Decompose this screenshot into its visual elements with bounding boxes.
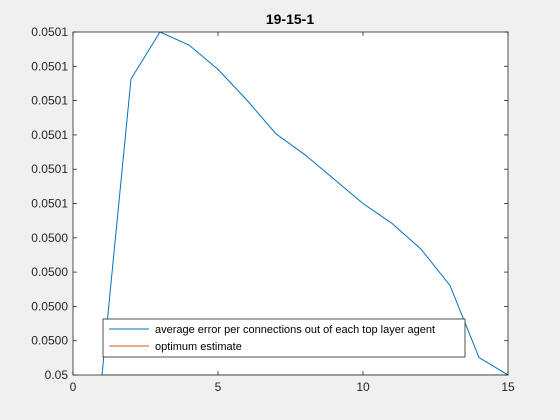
legend-label-average-error: average error per connections out of eac… — [155, 324, 435, 336]
y-tick-label: 0.05 — [45, 368, 69, 382]
y-tick-label: 0.0501 — [31, 94, 68, 108]
y-tick-label: 0.0501 — [31, 197, 68, 211]
plot-area — [73, 32, 508, 375]
y-tick-label: 0.0500 — [31, 299, 68, 313]
x-tick-label: 15 — [501, 380, 515, 394]
y-tick-label: 0.0500 — [31, 334, 68, 348]
x-tick-label: 0 — [70, 380, 77, 394]
y-tick-label: 0.0501 — [31, 128, 68, 142]
legend-box — [102, 318, 466, 358]
legend-label-optimum-estimate: optimum estimate — [155, 341, 242, 353]
y-tick-label: 0.0500 — [31, 231, 68, 245]
ticks-layer: 0 5 10 15 0.05 0.0500 0.0500 0.0500 0.0500 0.0501… — [31, 25, 515, 394]
y-tick-label: 0.0500 — [31, 265, 68, 279]
y-tick-label: 0.0501 — [31, 162, 68, 176]
chart-title: 19-15-1 — [266, 11, 314, 27]
x-tick-label: 5 — [215, 380, 222, 394]
legend: average error per connections out of eac… — [102, 318, 466, 358]
series-layer — [101, 32, 508, 375]
y-tick-label: 0.0501 — [31, 25, 68, 39]
y-tick-label: 0.0501 — [31, 59, 68, 73]
series-line-average-error — [101, 32, 508, 375]
x-tick-label: 10 — [356, 380, 370, 394]
